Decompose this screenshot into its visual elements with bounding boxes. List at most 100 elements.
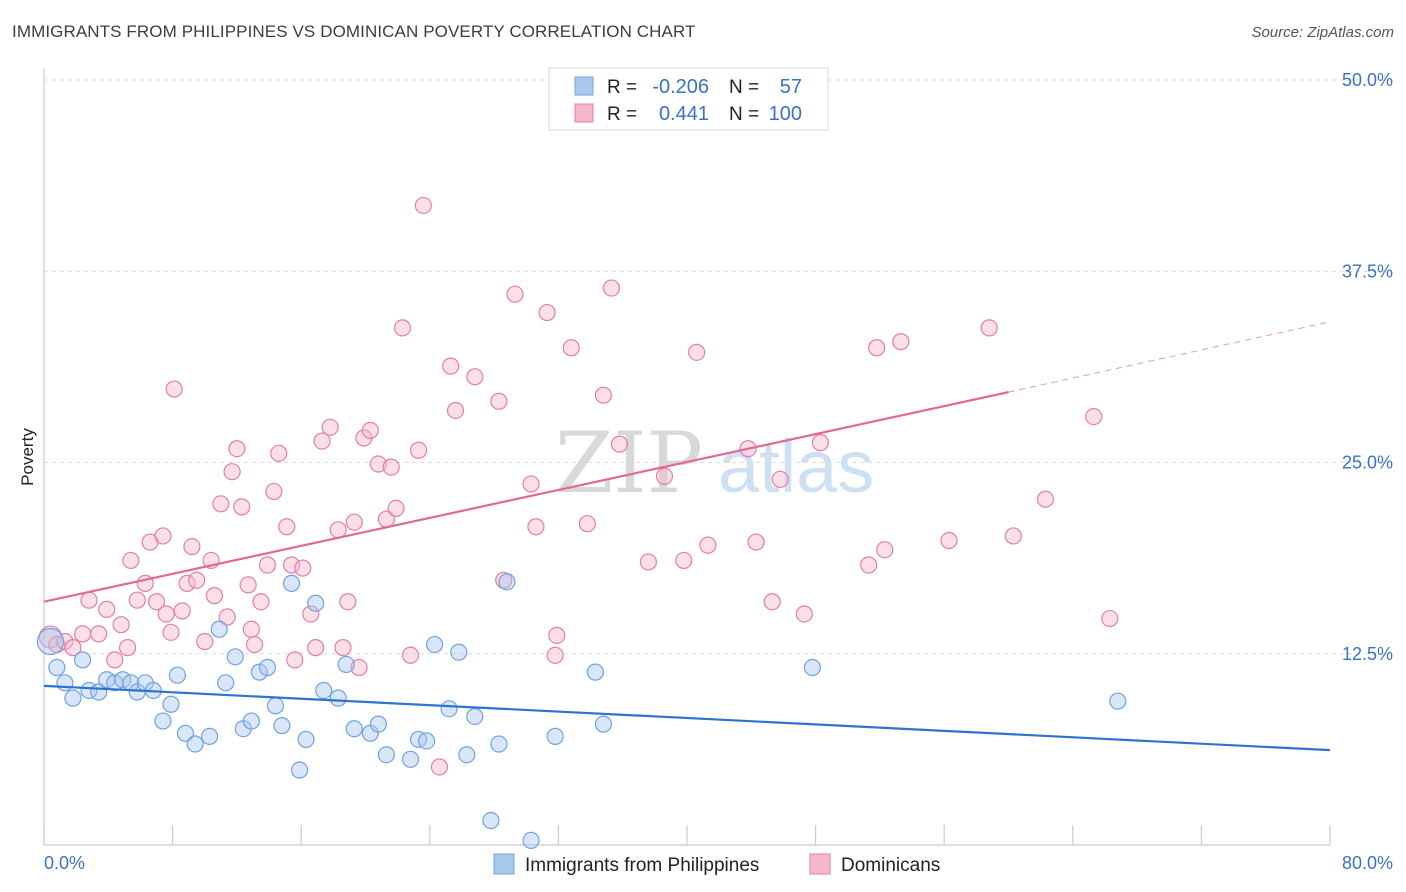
point-dominicans-0 [38,625,63,649]
legend-r-value-2: 0.441 [659,103,709,125]
point-philippines-28 [273,717,291,735]
point-dominicans-80 [655,467,674,485]
point-philippines-32 [307,594,325,612]
point-dominicans-60 [409,441,428,459]
chart-title: IMMIGRANTS FROM PHILIPPINES VS DOMINICAN… [12,22,696,41]
point-dominicans-70 [527,518,545,536]
point-philippines-45 [450,643,468,661]
point-dominicans-43 [302,605,320,623]
point-philippines-48 [482,811,500,830]
point-philippines-56 [1109,692,1127,710]
legend-n-value-1: 57 [780,76,802,98]
point-philippines-47 [466,707,484,726]
point-dominicans-88 [795,605,813,623]
point-dominicans-3 [64,639,82,657]
scatter-points [36,196,1127,850]
point-dominicans-34 [245,635,264,654]
point-dominicans-73 [548,626,566,644]
point-philippines-1 [48,658,66,677]
axes [43,68,1331,846]
point-philippines-19 [200,727,219,745]
point-dominicans-47 [329,521,347,539]
point-philippines-35 [337,655,355,674]
point-dominicans-64 [446,401,465,420]
point-dominicans-22 [183,538,201,556]
point-dominicans-76 [594,386,613,404]
point-philippines-0 [36,627,65,656]
legend-top-box [548,67,829,131]
point-dominicans-30 [228,440,246,458]
point-philippines-42 [417,732,436,750]
point-dominicans-17 [157,605,175,623]
point-dominicans-32 [239,576,257,594]
point-dominicans-59 [401,646,420,664]
point-philippines-50 [498,573,516,591]
point-dominicans-61 [414,196,432,215]
y-tick-label-1: 25.0% [1342,453,1393,473]
point-dominicans-49 [339,593,357,611]
point-dominicans-65 [466,368,484,386]
point-dominicans-10 [118,639,137,657]
point-dominicans-5 [80,591,98,609]
point-philippines-26 [258,658,277,677]
point-dominicans-27 [212,495,230,513]
point-dominicans-21 [178,574,196,592]
point-dominicans-7 [98,600,116,618]
point-philippines-15 [162,695,180,713]
legend-r-label-1: R = [607,77,637,98]
point-philippines-4 [73,651,92,669]
point-dominicans-15 [147,593,166,611]
point-dominicans-38 [270,444,288,462]
point-dominicans-12 [128,591,146,609]
point-dominicans-90 [860,556,878,574]
point-philippines-44 [440,700,458,718]
point-philippines-31 [297,730,315,749]
point-dominicans-37 [265,482,283,501]
point-dominicans-87 [771,470,789,488]
point-dominicans-66 [490,392,508,410]
point-dominicans-28 [218,608,236,626]
point-dominicans-11 [122,551,140,570]
point-dominicans-9 [112,616,130,634]
point-dominicans-19 [165,380,183,398]
point-philippines-49 [490,735,508,753]
point-dominicans-96 [1004,527,1022,545]
point-dominicans-45 [313,432,331,450]
point-dominicans-58 [393,319,412,337]
legend-bottom-swatch-dominicans [809,853,831,875]
point-dominicans-53 [361,421,379,439]
point-dominicans-36 [258,556,277,574]
point-philippines-38 [369,715,387,733]
point-philippines-2 [56,674,74,692]
watermark: ZIP atlas [555,414,874,512]
point-dominicans-77 [602,279,621,297]
y-tick-labels: 12.5% 25.0% 37.5% 50.0% [1342,70,1393,664]
legend-n-label-2: N = [729,104,759,125]
legend-n-label-1: N = [729,77,759,98]
point-dominicans-91 [868,339,886,357]
point-dominicans-50 [345,513,363,531]
y-tick-label-2: 37.5% [1342,261,1393,281]
legend-r-value-1: -0.206 [652,76,709,98]
point-philippines-30 [290,761,309,779]
point-dominicans-23 [188,571,206,589]
point-dominicans-71 [538,303,556,322]
point-dominicans-75 [578,515,596,533]
point-philippines-29 [282,574,301,592]
point-dominicans-4 [73,625,92,643]
point-dominicans-26 [205,587,223,605]
legend-bottom-swatch-philippines [493,853,515,875]
point-dominicans-16 [154,527,172,545]
point-philippines-14 [154,712,172,730]
point-philippines-18 [186,735,204,753]
point-philippines-53 [586,663,604,681]
point-dominicans-63 [442,357,460,375]
point-dominicans-20 [173,602,191,620]
point-dominicans-78 [610,435,629,453]
point-philippines-46 [458,746,476,764]
legend-bottom-label-dominicans: Dominicans [841,855,940,876]
point-dominicans-42 [294,559,312,577]
point-dominicans-6 [90,625,108,643]
point-philippines-54 [594,715,613,733]
point-dominicans-46 [321,418,339,436]
